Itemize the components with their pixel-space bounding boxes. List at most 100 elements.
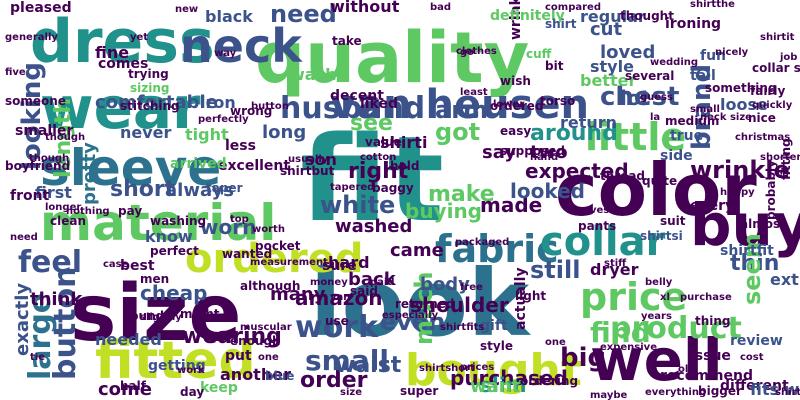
cloud-word: torso bbox=[540, 94, 575, 108]
cloud-word: least bbox=[460, 87, 488, 98]
cloud-word: everything bbox=[645, 387, 706, 398]
cloud-word: collar bbox=[540, 219, 666, 265]
cloud-word: enough bbox=[230, 334, 281, 348]
cloud-word: husband bbox=[280, 91, 425, 126]
cloud-word: another bbox=[220, 365, 291, 384]
cloud-word: dryer bbox=[590, 260, 639, 279]
cloud-word: review bbox=[730, 333, 783, 349]
cloud-word: shirtbut bbox=[280, 164, 335, 178]
cloud-word: black bbox=[205, 7, 253, 26]
cloud-word: especially bbox=[382, 310, 439, 321]
cloud-word: might bbox=[180, 307, 220, 321]
cloud-word: perfect bbox=[150, 244, 199, 258]
cloud-word: suit bbox=[660, 214, 686, 228]
cloud-word: thread bbox=[600, 169, 645, 183]
cloud-word: paid bbox=[370, 277, 395, 288]
cloud-word: price bbox=[580, 275, 687, 319]
cloud-word: stiff bbox=[604, 258, 627, 269]
cloud-word: sleeve bbox=[40, 139, 221, 197]
cloud-word: belly bbox=[645, 277, 673, 288]
cloud-word: neck bbox=[180, 19, 303, 73]
cloud-word: say bbox=[482, 142, 516, 163]
cloud-word: long bbox=[262, 122, 306, 143]
cloud-word: wanted bbox=[222, 247, 272, 261]
cloud-word: looked bbox=[510, 179, 585, 203]
cloud-word: body bbox=[420, 274, 470, 295]
cloud-word: best bbox=[120, 258, 155, 274]
cloud-word: shirtfit bbox=[720, 243, 774, 259]
cloud-word: comfortable bbox=[95, 92, 218, 113]
cloud-word: comes bbox=[98, 56, 148, 72]
cloud-word: first bbox=[35, 183, 72, 202]
cloud-word: many bbox=[270, 284, 326, 305]
cloud-word: hold bbox=[390, 159, 420, 173]
cloud-word: shirtshort bbox=[419, 363, 475, 374]
cloud-word: work bbox=[177, 365, 205, 376]
cloud-word: liked bbox=[360, 96, 398, 112]
cloud-word: always bbox=[165, 180, 234, 201]
cloud-word: packaged bbox=[455, 237, 509, 248]
cloud-word: fabric bbox=[435, 227, 559, 271]
cloud-word: different bbox=[720, 378, 789, 394]
cloud-word: one bbox=[545, 337, 566, 348]
cloud-word: wash bbox=[290, 65, 337, 84]
cloud-word: return bbox=[560, 113, 617, 132]
cloud-word: day bbox=[180, 385, 204, 399]
cloud-word: make bbox=[428, 182, 495, 207]
cloud-word: several bbox=[625, 69, 674, 83]
cloud-word: look bbox=[310, 250, 531, 357]
cloud-word: almost bbox=[740, 217, 786, 231]
cloud-word: definitely bbox=[490, 8, 565, 24]
cloud-word: pocket bbox=[255, 239, 301, 253]
cloud-word: less bbox=[225, 138, 256, 154]
cloud-word: size bbox=[70, 269, 241, 359]
cloud-word: blue bbox=[265, 369, 294, 383]
cloud-word: nice bbox=[748, 111, 776, 125]
cloud-word: put bbox=[225, 348, 252, 364]
cloud-word: seem bbox=[738, 233, 766, 305]
cloud-word: tight bbox=[185, 125, 229, 144]
cloud-word: fits well bbox=[750, 380, 800, 399]
cloud-word: issue bbox=[690, 348, 731, 364]
cloud-word: chest bbox=[600, 82, 679, 112]
cloud-word: arrived bbox=[170, 156, 227, 172]
cloud-word: van bbox=[330, 292, 350, 303]
cloud-word: pay bbox=[118, 204, 142, 218]
cloud-word: worn bbox=[200, 215, 256, 239]
cloud-word: recommend bbox=[660, 368, 753, 384]
cloud-word: never bbox=[120, 123, 172, 142]
cloud-word: pleased bbox=[10, 0, 72, 16]
cloud-word: years bbox=[641, 311, 672, 322]
cloud-word: color bbox=[555, 148, 757, 232]
cloud-word: tapered bbox=[330, 182, 374, 193]
cloud-word: someone bbox=[5, 94, 66, 108]
cloud-word: shirtgreat bbox=[775, 387, 800, 398]
cloud-word: longer bbox=[45, 202, 81, 213]
cloud-word: small bbox=[690, 104, 720, 115]
cloud-word: collar stays bbox=[752, 61, 800, 75]
cloud-word: iron bbox=[200, 93, 236, 112]
cloud-word: short bbox=[110, 177, 176, 202]
cloud-word: lower bbox=[493, 99, 524, 110]
cloud-word: arm bbox=[435, 96, 488, 124]
cloud-word: around bbox=[530, 121, 618, 146]
cloud-word: wear bbox=[40, 74, 201, 142]
cloud-word: material bbox=[40, 194, 276, 252]
cloud-word: measurement bbox=[250, 257, 328, 268]
cloud-word: style bbox=[590, 57, 634, 76]
cloud-word: easy bbox=[500, 124, 531, 138]
cloud-word: new bbox=[175, 4, 198, 15]
cloud-word: tie bbox=[30, 352, 45, 363]
cloud-word: feel bbox=[18, 245, 82, 280]
cloud-word: half bbox=[120, 379, 147, 393]
cloud-word: la bbox=[650, 112, 660, 123]
cloud-word: value bbox=[365, 135, 402, 149]
cloud-word: quickly bbox=[752, 100, 793, 111]
cloud-word: son bbox=[305, 150, 337, 169]
cloud-word: much bbox=[410, 272, 438, 345]
cloud-word: length bbox=[51, 98, 76, 178]
cloud-word: take bbox=[332, 34, 362, 48]
cloud-word: bad bbox=[430, 2, 451, 13]
cloud-word: ordered bbox=[185, 236, 363, 282]
